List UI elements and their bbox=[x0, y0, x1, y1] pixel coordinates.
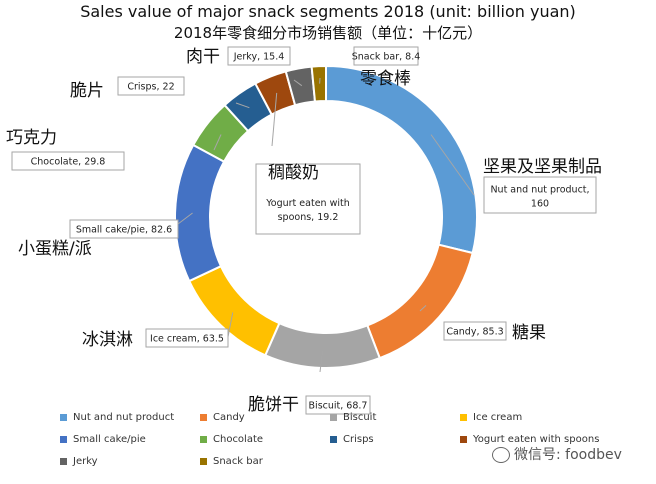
data-label-box bbox=[305, 395, 371, 415]
slice-candy bbox=[366, 243, 474, 360]
category-label-cn: 肉干 bbox=[186, 47, 220, 67]
legend-label: Candy bbox=[213, 412, 245, 423]
leader-line bbox=[271, 92, 278, 147]
data-label-box bbox=[255, 163, 361, 235]
slice-biscuit bbox=[263, 321, 382, 369]
legend-item: Nut and nut product bbox=[60, 412, 174, 423]
legend-item: Small cake/pie bbox=[60, 434, 146, 445]
legend-item: Crisps bbox=[330, 434, 374, 445]
legend-label: Crisps bbox=[343, 434, 374, 445]
data-label: Jerky, 15.4 bbox=[233, 52, 285, 63]
category-label-cn: 冰淇淋 bbox=[82, 330, 133, 350]
data-label-box bbox=[145, 328, 229, 348]
leader-line bbox=[213, 134, 222, 151]
leader-line bbox=[293, 79, 303, 87]
leader-line bbox=[430, 134, 475, 196]
legend-swatch bbox=[200, 435, 207, 443]
legend-swatch bbox=[460, 413, 467, 421]
legend-label: Jerky bbox=[73, 456, 98, 467]
legend-label: Yogurt eaten with spoons bbox=[473, 434, 600, 445]
data-label: Nut and nut product, 160 bbox=[490, 185, 589, 210]
data-label: Ice cream, 63.5 bbox=[150, 334, 224, 345]
category-label-cn: 坚果及坚果制品 bbox=[483, 157, 602, 177]
category-label-cn: 脆饼干 bbox=[248, 395, 299, 415]
category-label-cn: 巧克力 bbox=[6, 128, 57, 148]
category-label-cn: 脆片 bbox=[70, 81, 104, 101]
data-label-box bbox=[483, 176, 597, 214]
category-label-cn: 小蛋糕/派 bbox=[18, 239, 92, 259]
legend-item: Yogurt eaten with spoons bbox=[460, 434, 599, 445]
legend-swatch bbox=[60, 413, 67, 421]
legend-swatch bbox=[60, 457, 67, 465]
legend-label: Chocolate bbox=[213, 434, 264, 445]
legend-swatch bbox=[60, 435, 67, 443]
legend-item: Chocolate bbox=[200, 434, 263, 445]
wechat-icon bbox=[492, 447, 510, 463]
data-label: Snack bar, 8.4 bbox=[352, 52, 421, 63]
slice-snack-bar bbox=[310, 64, 327, 103]
legend-swatch bbox=[460, 435, 467, 443]
leader-line bbox=[227, 312, 234, 338]
legend-swatch bbox=[330, 435, 337, 443]
legend-item: Snack bar bbox=[200, 456, 263, 467]
data-label-box bbox=[353, 46, 419, 66]
data-label: Candy, 85.3 bbox=[446, 327, 503, 338]
category-label-cn: 糖果 bbox=[512, 323, 546, 343]
legend-label: Nut and nut product bbox=[73, 412, 175, 423]
legend-label: Biscuit bbox=[343, 412, 377, 423]
legend-label: Snack bar bbox=[213, 456, 263, 467]
data-label: Small cake/pie, 82.6 bbox=[76, 225, 172, 236]
legend-item: Candy bbox=[200, 412, 245, 423]
data-label-box bbox=[227, 46, 291, 66]
data-label: Chocolate, 29.8 bbox=[31, 157, 106, 168]
leader-line bbox=[235, 102, 250, 109]
leader-line bbox=[419, 305, 427, 312]
slice-small-cake-pie bbox=[174, 143, 226, 283]
data-label: Yogurt eaten with spoons, 19.2 bbox=[265, 198, 350, 223]
legend-item: Ice cream bbox=[460, 412, 522, 423]
legend-item: Biscuit bbox=[330, 412, 376, 423]
legend-swatch bbox=[200, 457, 207, 465]
legend-swatch bbox=[200, 413, 207, 421]
category-label-cn: 零食棒 bbox=[360, 69, 411, 89]
watermark: 微信号: foodbev bbox=[492, 444, 622, 464]
leader-line bbox=[319, 350, 324, 373]
legend-item: Jerky bbox=[60, 456, 98, 467]
legend-swatch bbox=[330, 413, 337, 421]
data-label-box bbox=[443, 321, 507, 341]
chart-title: Sales value of major snack segments 2018… bbox=[80, 2, 576, 21]
data-label: Crisps, 22 bbox=[127, 82, 174, 93]
data-label-box bbox=[69, 219, 179, 239]
data-label: Biscuit, 68.7 bbox=[309, 401, 368, 412]
category-label-cn: 稠酸奶 bbox=[268, 163, 319, 183]
chart-subtitle: 2018年零食细分市场销售额（单位：十亿元） bbox=[173, 24, 483, 42]
watermark-text: 微信号: foodbev bbox=[514, 447, 622, 463]
legend-label: Ice cream bbox=[473, 412, 523, 423]
data-label-box bbox=[11, 151, 125, 171]
legend-label: Small cake/pie bbox=[73, 434, 146, 445]
data-label-box bbox=[117, 76, 185, 96]
